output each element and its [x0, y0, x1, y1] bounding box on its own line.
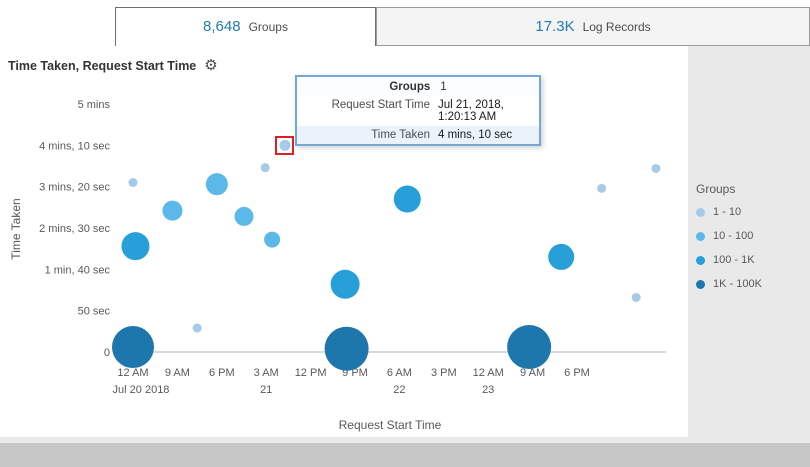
- gear-icon[interactable]: ⚙: [204, 57, 218, 74]
- right-rail: Groups 1 - 10 10 - 100 100 - 1K 1K - 100K: [688, 46, 810, 437]
- groups-count: 8,648: [203, 18, 241, 35]
- legend-item: 1K - 100K: [696, 278, 810, 290]
- bubble[interactable]: [330, 269, 360, 299]
- tooltip-row: Request Start Time Jul 21, 2018, 1:20:13 …: [297, 96, 539, 126]
- legend-label: 100 - 1K: [713, 254, 755, 266]
- legend-label: 1 - 10: [713, 206, 742, 218]
- legend: Groups 1 - 10 10 - 100 100 - 1K 1K - 100K: [688, 46, 810, 290]
- legend-items: 1 - 10 10 - 100 100 - 1K 1K - 100K: [696, 206, 810, 290]
- x-date-label: Jul 20 2018: [113, 384, 170, 396]
- bubble[interactable]: [264, 231, 281, 248]
- tooltip-header: Groups 1: [297, 77, 539, 96]
- tab-bar: 8,648 Groups 17.3K Log Records: [0, 0, 810, 46]
- y-tick-label: 50 sec: [78, 306, 111, 318]
- bubble[interactable]: [651, 163, 661, 173]
- y-tick-label: 5 mins: [78, 99, 111, 111]
- x-tick-label: 6 PM: [209, 367, 235, 379]
- chart-panel: Time Taken, Request Start Time ⚙ Time Ta…: [0, 46, 688, 437]
- bubble[interactable]: [162, 200, 183, 221]
- y-tick-label: 4 mins, 10 sec: [39, 140, 110, 152]
- x-date-label: 23: [482, 384, 494, 396]
- x-tick-label: 9 AM: [520, 367, 545, 379]
- x-tick-label: 6 PM: [564, 367, 590, 379]
- x-tick-label: 12 AM: [117, 367, 148, 379]
- bubble[interactable]: [393, 185, 421, 213]
- bottom-band-dark: [0, 443, 810, 467]
- bubble[interactable]: [234, 206, 254, 226]
- y-tick-label: 3 mins, 20 sec: [39, 182, 110, 194]
- x-date-label: 21: [260, 384, 272, 396]
- tooltip-row-value: Jul 21, 2018, 1:20:13 AM: [438, 99, 504, 123]
- legend-item: 1 - 10: [696, 206, 810, 218]
- x-axis-title: Request Start Time: [338, 418, 442, 432]
- bubble-chart: 5 mins 4 mins, 10 sec 3 mins, 20 sec 2 mins…: [39, 99, 666, 396]
- x-tick-label: 6 AM: [387, 367, 412, 379]
- tooltip-row-label: Request Start Time: [331, 99, 430, 111]
- bubble[interactable]: [324, 326, 369, 371]
- bubble[interactable]: [192, 323, 202, 333]
- bubble[interactable]: [260, 163, 270, 173]
- chart-title-row: Time Taken, Request Start Time ⚙: [8, 58, 218, 73]
- legend-label: 10 - 100: [713, 230, 754, 242]
- tooltip-row-label: Time Taken: [371, 129, 430, 141]
- bubble[interactable]: [128, 178, 138, 188]
- groups-label: Groups: [248, 20, 288, 34]
- chart-title: Time Taken, Request Start Time: [8, 58, 197, 73]
- tooltip-row-value: 4 mins, 10 sec: [438, 129, 513, 141]
- x-tick-label: 3 PM: [431, 367, 457, 379]
- log-records-label: Log Records: [582, 20, 651, 34]
- tooltip-row: Time Taken 4 mins, 10 sec: [297, 126, 539, 144]
- bubble[interactable]: [507, 325, 552, 370]
- tooltip-title-label: Groups: [389, 81, 431, 93]
- x-date-label: 22: [393, 384, 405, 396]
- y-tick-label: 0: [104, 347, 110, 359]
- tooltip-title-value: 1: [440, 81, 447, 93]
- tooltip: Groups 1 Request Start Time Jul 21, 2018,…: [295, 75, 541, 146]
- bubble[interactable]: [112, 326, 154, 369]
- tab-log-records[interactable]: 17.3K Log Records: [376, 7, 810, 46]
- selection-highlight: [275, 135, 295, 155]
- x-tick-label: 12 AM: [473, 367, 504, 379]
- y-tick-label: 2 mins, 30 sec: [39, 223, 110, 235]
- bubble[interactable]: [121, 232, 150, 261]
- bubble[interactable]: [279, 139, 291, 151]
- bubble[interactable]: [205, 173, 228, 196]
- legend-item: 10 - 100: [696, 230, 810, 242]
- legend-title: Groups: [696, 182, 736, 196]
- x-tick-label: 3 AM: [254, 367, 279, 379]
- y-tick-label: 1 min, 40 sec: [45, 264, 111, 276]
- bubble[interactable]: [631, 292, 641, 302]
- bottom-band: [0, 437, 810, 467]
- legend-item: 100 - 1K: [696, 254, 810, 266]
- legend-swatch-icon: [696, 279, 705, 289]
- legend-swatch-icon: [696, 231, 705, 241]
- legend-label: 1K - 100K: [713, 278, 762, 290]
- bubble[interactable]: [597, 183, 607, 193]
- x-tick-label: 12 PM: [295, 367, 327, 379]
- legend-swatch-icon: [696, 207, 705, 217]
- legend-swatch-icon: [696, 255, 705, 265]
- x-tick-label: 9 AM: [165, 367, 190, 379]
- tab-groups[interactable]: 8,648 Groups: [115, 7, 376, 46]
- tooltip-rows: Request Start Time Jul 21, 2018, 1:20:13 …: [297, 96, 539, 144]
- bubble[interactable]: [548, 243, 575, 270]
- log-records-count: 17.3K: [535, 18, 575, 35]
